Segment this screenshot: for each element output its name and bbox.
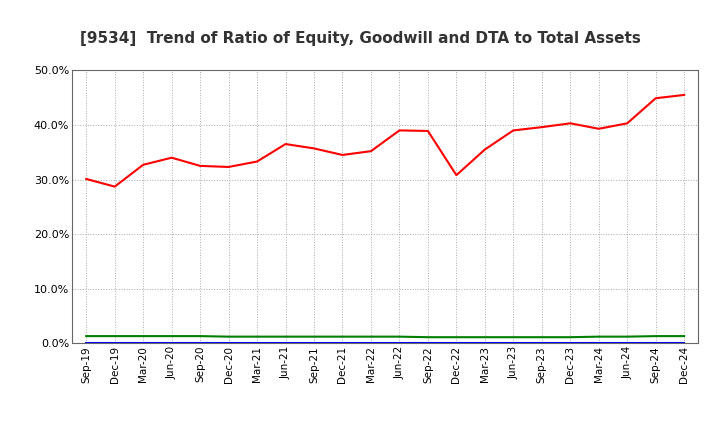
Equity bbox=[623, 121, 631, 126]
Goodwill bbox=[480, 341, 489, 346]
Goodwill bbox=[652, 341, 660, 346]
Line: Equity: Equity bbox=[86, 95, 684, 187]
Equity bbox=[338, 152, 347, 158]
Text: [9534]  Trend of Ratio of Equity, Goodwill and DTA to Total Assets: [9534] Trend of Ratio of Equity, Goodwil… bbox=[80, 31, 640, 46]
Deferred Tax Assets bbox=[225, 334, 233, 339]
Deferred Tax Assets bbox=[139, 334, 148, 339]
Deferred Tax Assets bbox=[82, 334, 91, 339]
Equity bbox=[537, 125, 546, 130]
Deferred Tax Assets bbox=[110, 334, 119, 339]
Deferred Tax Assets bbox=[423, 334, 432, 340]
Equity bbox=[480, 147, 489, 152]
Goodwill bbox=[110, 341, 119, 346]
Equity bbox=[139, 162, 148, 168]
Equity bbox=[282, 141, 290, 147]
Deferred Tax Assets bbox=[595, 334, 603, 339]
Deferred Tax Assets bbox=[452, 334, 461, 340]
Equity bbox=[253, 159, 261, 164]
Goodwill bbox=[566, 341, 575, 346]
Equity bbox=[395, 128, 404, 133]
Deferred Tax Assets bbox=[623, 334, 631, 339]
Goodwill bbox=[452, 341, 461, 346]
Goodwill bbox=[423, 341, 432, 346]
Deferred Tax Assets bbox=[196, 334, 204, 339]
Deferred Tax Assets bbox=[366, 334, 375, 339]
Equity bbox=[167, 155, 176, 160]
Equity bbox=[652, 95, 660, 101]
Goodwill bbox=[167, 341, 176, 346]
Equity bbox=[225, 164, 233, 169]
Goodwill bbox=[139, 341, 148, 346]
Goodwill bbox=[366, 341, 375, 346]
Deferred Tax Assets bbox=[680, 334, 688, 339]
Goodwill bbox=[595, 341, 603, 346]
Goodwill bbox=[82, 341, 91, 346]
Equity bbox=[423, 128, 432, 134]
Deferred Tax Assets bbox=[480, 334, 489, 340]
Deferred Tax Assets bbox=[395, 334, 404, 339]
Equity bbox=[452, 172, 461, 178]
Deferred Tax Assets bbox=[253, 334, 261, 339]
Equity bbox=[110, 184, 119, 189]
Equity bbox=[196, 163, 204, 169]
Equity bbox=[595, 126, 603, 132]
Deferred Tax Assets bbox=[537, 334, 546, 340]
Deferred Tax Assets bbox=[282, 334, 290, 339]
Equity bbox=[509, 128, 518, 133]
Deferred Tax Assets bbox=[310, 334, 318, 339]
Goodwill bbox=[310, 341, 318, 346]
Deferred Tax Assets bbox=[509, 334, 518, 340]
Goodwill bbox=[680, 341, 688, 346]
Goodwill bbox=[395, 341, 404, 346]
Goodwill bbox=[537, 341, 546, 346]
Goodwill bbox=[196, 341, 204, 346]
Goodwill bbox=[338, 341, 347, 346]
Goodwill bbox=[282, 341, 290, 346]
Deferred Tax Assets bbox=[566, 334, 575, 340]
Goodwill bbox=[253, 341, 261, 346]
Goodwill bbox=[623, 341, 631, 346]
Equity bbox=[680, 92, 688, 98]
Line: Deferred Tax Assets: Deferred Tax Assets bbox=[86, 336, 684, 337]
Deferred Tax Assets bbox=[167, 334, 176, 339]
Equity bbox=[310, 146, 318, 151]
Deferred Tax Assets bbox=[338, 334, 347, 339]
Goodwill bbox=[225, 341, 233, 346]
Equity bbox=[366, 149, 375, 154]
Goodwill bbox=[509, 341, 518, 346]
Deferred Tax Assets bbox=[652, 334, 660, 339]
Equity bbox=[82, 176, 91, 182]
Equity bbox=[566, 121, 575, 126]
